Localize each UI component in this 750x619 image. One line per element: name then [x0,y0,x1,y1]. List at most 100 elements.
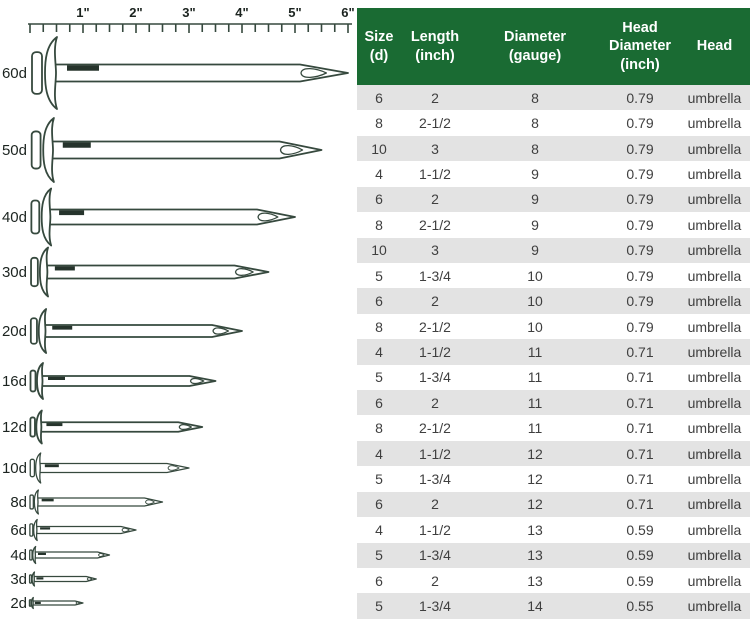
cell: 0.59 [626,521,654,538]
cell: 0.79 [626,293,654,310]
cell: 2 [431,293,439,310]
cell: 8 [375,420,383,437]
nail-point-facet [189,377,205,385]
nail-point-facet [167,465,180,471]
cell: 0.79 [626,318,654,335]
cell: 0.59 [626,572,654,589]
ruler-inch-label: 1" [76,5,89,20]
cell: 2 [431,496,439,513]
cell: umbrella [687,242,742,259]
cell: 8 [375,216,383,233]
cell: 0.71 [626,394,654,411]
nail-point-facet [86,577,93,581]
nail-size-label: 10d [2,460,27,477]
cell: umbrella [687,547,742,564]
cell: umbrella [687,140,742,157]
cell: 5 [375,369,383,386]
cell: 11 [527,343,543,360]
cell: 4 [375,521,383,538]
cell: umbrella [687,521,742,538]
table-row: 8 2-1/2 9 0.79 umbrella [357,212,750,238]
table-row: 6 2 9 0.79 umbrella [357,186,750,213]
cell: 0.71 [626,471,654,488]
table-row: 8 2-1/2 8 0.79 umbrella [357,110,750,136]
table-row: 6 2 8 0.79 umbrella [357,85,750,111]
nail-head-cap [28,599,32,607]
nail-point-facet [145,499,155,505]
nail-4d: 4d [10,545,111,565]
nail-spec-table: Size (d) Length (inch) Diameter (gauge) Hea… [357,8,750,619]
cell: 9 [531,216,539,233]
nail-size-label: 30d [2,264,27,281]
cell: 1-3/4 [419,598,451,615]
column-header: Length (inch) [410,29,460,64]
nail-head-cap [30,256,39,288]
cell: 12 [527,496,543,513]
ruler-inch-label: 3" [182,5,195,20]
nail-size-label: 6d [10,522,27,539]
cell: 5 [375,471,383,488]
nail-point-facet [75,601,80,605]
nail-umbrella-head [30,596,34,610]
cell: 0.71 [626,343,654,360]
cell: 0.79 [626,115,654,132]
cell: 1-3/4 [419,547,451,564]
table-row: 8 2-1/2 10 0.79 umbrella [357,313,750,340]
nail-umbrella-head [37,308,48,354]
nail-grip-band [37,552,46,555]
cell: umbrella [687,293,742,310]
nail-50d: 50d [2,117,323,183]
ruler-inch-label: 6" [341,5,354,20]
column-header: Head [696,38,733,55]
nail-60d: 60d [2,36,349,110]
ruler-inch-label: 5" [288,5,301,20]
table-row: 4 1-1/2 12 0.71 umbrella [357,440,750,467]
cell: 11 [527,394,543,411]
nail-6d: 6d [10,518,137,542]
nail-size-label: 40d [2,209,27,226]
nail-10d: 10d [2,452,190,484]
nail-shaft [40,421,204,433]
nail-grip-band [54,266,75,271]
cell: 9 [531,242,539,259]
nail-head-cap [31,51,43,95]
cell: 1-3/4 [419,471,451,488]
nail-point-facet [121,527,130,533]
cell: 6 [375,293,383,310]
cell: 6 [375,191,383,208]
nail-head-cap [29,523,34,537]
nail-20d: 20d [2,308,243,354]
cell: 1-3/4 [419,369,451,386]
cell: 6 [375,394,383,411]
nail-umbrella-head [32,545,37,565]
cell: 11 [527,420,543,437]
cell: umbrella [687,445,742,462]
cell: 10 [371,242,387,259]
cell: umbrella [687,471,742,488]
nail-head-cap [28,574,33,584]
table-row: 6 2 11 0.71 umbrella [357,390,750,416]
cell: umbrella [687,165,742,182]
cell: umbrella [687,496,742,513]
nail-size-label: 16d [2,373,27,390]
nail-grip-band [67,65,99,71]
table-body: 6 2 8 0.79 umbrella 8 2-1/2 8 0.79 umbrella 10 3 8 0.… [357,85,750,619]
cell: 2-1/2 [419,420,451,437]
cell: 5 [375,547,383,564]
nail-size-label: 12d [2,419,27,436]
cell: umbrella [687,267,742,284]
ruler: 1" 2" 3" 4" 5" 6" [28,5,355,33]
cell: 2 [431,394,439,411]
nail-8d: 8d [10,489,164,515]
nail-12d: 12d [2,409,204,445]
cell: 0.79 [626,89,654,106]
nail-grip-band [52,325,73,330]
table-row: 4 1-1/2 13 0.59 umbrella [357,517,750,543]
nail-head-cap [30,130,42,170]
nail-grip-band [59,210,85,216]
nail-head-cap [29,369,37,393]
cell: 2-1/2 [419,115,451,132]
cell: 4 [375,343,383,360]
cell: umbrella [687,318,742,335]
cell: 6 [375,572,383,589]
